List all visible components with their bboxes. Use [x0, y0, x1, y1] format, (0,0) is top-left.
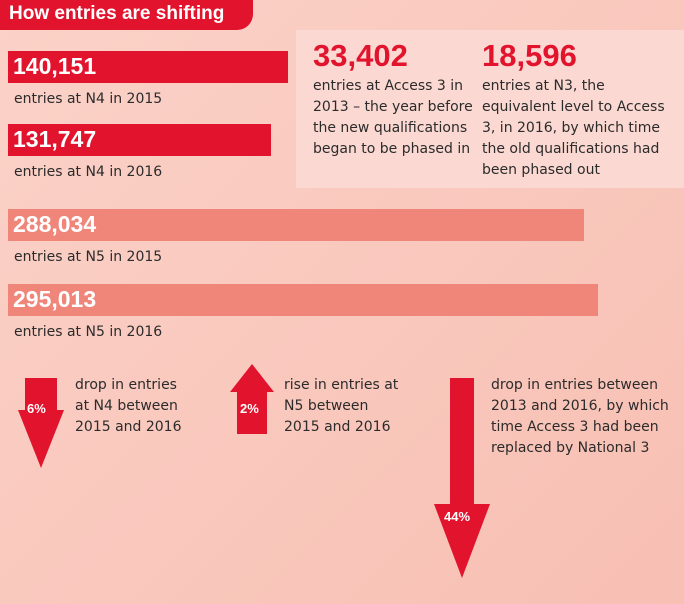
- bar-caption: entries at N4 in 2015: [14, 91, 163, 107]
- arrow-down-icon: [434, 378, 490, 578]
- change-n3-caption: drop in entries between 2013 and 2016, b…: [491, 377, 669, 456]
- bar-caption: entries at N5 in 2016: [14, 324, 163, 340]
- change-n5-percent: 2%: [240, 401, 259, 416]
- bar-n5-2015: 288,034: [8, 209, 584, 241]
- change-n4-caption: drop in entries at N4 between 2015 and 2…: [75, 377, 182, 435]
- title-tab: How entries are shifting: [0, 0, 253, 30]
- change-n5-caption: rise in entries at N5 between 2015 and 2…: [284, 377, 399, 435]
- change-n3-percent: 44%: [444, 509, 471, 524]
- stat-n3-caption: entries at N3, the equivalent level to A…: [482, 78, 665, 178]
- change-n4-percent: 6%: [27, 401, 46, 416]
- bar-caption: entries at N5 in 2015: [14, 249, 163, 265]
- bar-label: 288,034: [13, 211, 97, 237]
- bar-caption: entries at N4 in 2016: [14, 164, 163, 180]
- page-title: How entries are shifting: [9, 3, 225, 24]
- bar-n5-2016: 295,013: [8, 284, 598, 316]
- bar-label: 295,013: [13, 286, 97, 312]
- arrow-down-icon: [18, 378, 64, 468]
- stat-n3-value: 18,596: [482, 38, 577, 73]
- arrow-up-icon: [230, 364, 274, 434]
- stats-panel: [296, 30, 684, 188]
- bar-n4-2015: 140,151: [8, 51, 288, 83]
- bar-label: 140,151: [13, 53, 97, 79]
- stat-access3-caption: entries at Access 3 in 2013 – the year b…: [313, 78, 473, 157]
- bar-n4-2016: 131,747: [8, 124, 271, 156]
- bar-label: 131,747: [13, 126, 97, 152]
- stat-access3-value: 33,402: [313, 38, 408, 73]
